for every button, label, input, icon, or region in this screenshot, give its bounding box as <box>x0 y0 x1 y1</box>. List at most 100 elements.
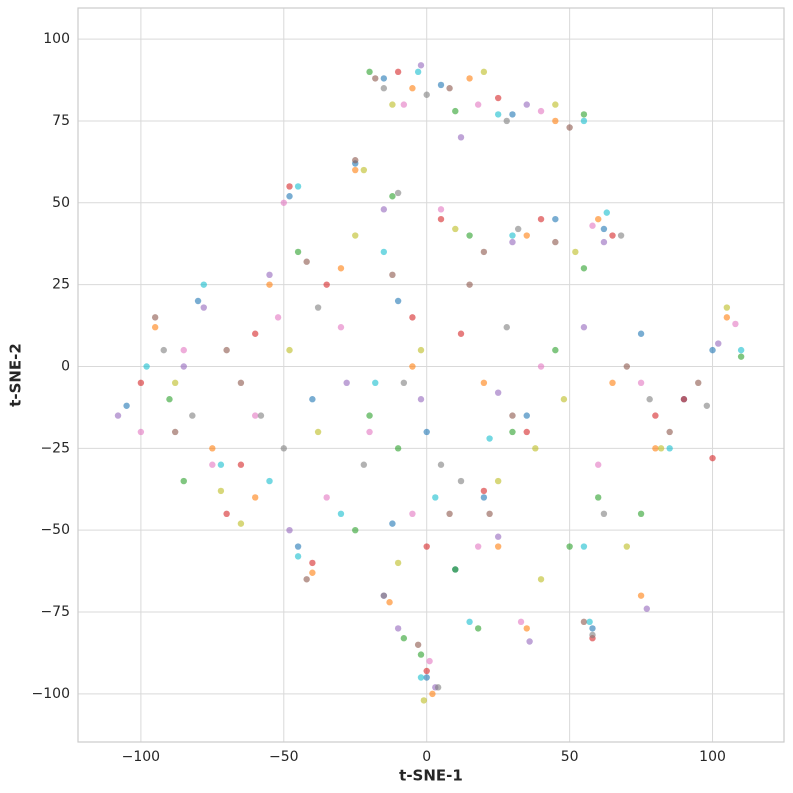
point <box>314 304 322 311</box>
point <box>737 353 745 360</box>
point <box>380 85 388 92</box>
point <box>423 667 430 675</box>
point <box>486 510 493 518</box>
point <box>309 569 316 576</box>
point <box>237 461 245 468</box>
point <box>532 445 539 452</box>
point <box>509 412 516 419</box>
point <box>417 396 425 403</box>
point <box>537 107 545 115</box>
point <box>595 215 602 223</box>
point <box>160 346 167 354</box>
point <box>280 199 287 206</box>
point <box>217 487 225 495</box>
point <box>446 510 453 518</box>
point <box>466 618 473 626</box>
point <box>637 510 645 518</box>
point <box>480 487 488 495</box>
point <box>452 566 459 573</box>
point <box>589 222 596 229</box>
point <box>509 428 516 436</box>
point <box>303 576 310 583</box>
point <box>595 461 602 468</box>
point <box>494 389 502 396</box>
point <box>523 428 530 436</box>
point <box>480 379 488 387</box>
point <box>457 330 465 337</box>
point <box>286 183 293 190</box>
point <box>566 543 573 550</box>
point <box>709 346 716 354</box>
point <box>600 238 608 246</box>
point <box>503 117 510 125</box>
point <box>294 183 302 190</box>
point <box>580 117 588 125</box>
point <box>523 625 530 632</box>
point <box>414 641 422 648</box>
point <box>526 638 533 645</box>
point <box>360 461 368 468</box>
point <box>171 379 179 387</box>
point <box>352 526 359 534</box>
point <box>417 651 425 658</box>
y-tick-label: 50 <box>52 195 70 211</box>
point <box>323 281 330 288</box>
point <box>380 248 388 256</box>
point <box>252 412 259 419</box>
point <box>266 281 273 288</box>
point <box>715 340 722 347</box>
point <box>337 265 345 272</box>
point <box>589 631 596 639</box>
point <box>252 330 259 337</box>
y-tick-label: −100 <box>32 686 70 702</box>
point <box>394 625 402 632</box>
point <box>609 232 616 239</box>
point <box>703 402 711 409</box>
point <box>414 68 422 76</box>
point <box>194 297 202 305</box>
point <box>409 510 416 518</box>
point <box>437 215 445 223</box>
y-tick-label: −75 <box>40 604 70 620</box>
x-tick-label: −50 <box>269 749 299 765</box>
point <box>580 618 588 626</box>
point <box>137 379 145 387</box>
point <box>452 107 459 115</box>
point <box>466 75 473 82</box>
point <box>151 314 159 321</box>
point <box>509 238 516 246</box>
point <box>123 402 130 409</box>
point <box>266 271 273 279</box>
point <box>372 379 379 387</box>
x-axis-label: t-SNE-1 <box>399 767 463 785</box>
point <box>560 396 568 403</box>
point <box>580 543 588 550</box>
point <box>589 625 596 632</box>
point <box>309 396 316 403</box>
point <box>432 494 439 501</box>
point <box>223 346 230 354</box>
point <box>274 314 282 321</box>
point <box>280 445 287 452</box>
point <box>180 346 187 354</box>
y-tick-label: 0 <box>61 358 70 374</box>
x-tick-label: −100 <box>122 749 160 765</box>
point <box>637 592 645 599</box>
point <box>537 215 545 223</box>
point <box>380 206 388 213</box>
point <box>480 68 488 76</box>
point <box>209 445 216 452</box>
point <box>680 396 688 403</box>
point <box>637 330 645 337</box>
point <box>303 258 310 265</box>
point <box>209 461 216 468</box>
point <box>709 454 716 462</box>
x-tick-label: 50 <box>561 749 579 765</box>
x-tick-label: 0 <box>422 749 431 765</box>
point <box>286 526 293 534</box>
point <box>723 314 731 321</box>
point <box>389 271 396 279</box>
point <box>286 193 293 200</box>
point <box>474 101 482 108</box>
